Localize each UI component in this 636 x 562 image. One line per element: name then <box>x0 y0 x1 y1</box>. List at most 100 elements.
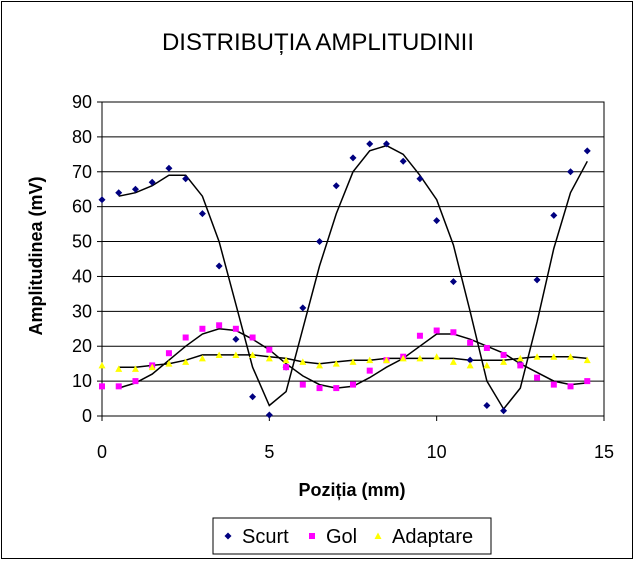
legend-label-scurt: Scurt <box>242 526 289 548</box>
point-scurt <box>131 185 139 193</box>
point-adaptare <box>567 353 575 360</box>
y-tick-label: 30 <box>72 301 92 321</box>
point-gol <box>350 381 356 388</box>
point-scurt <box>366 140 374 148</box>
point-gol <box>450 329 457 336</box>
y-tick-label: 70 <box>72 162 92 182</box>
point-scurt <box>583 147 591 155</box>
point-scurt <box>249 393 257 401</box>
y-tick-label: 0 <box>82 406 92 426</box>
grid-lines <box>102 101 604 382</box>
point-scurt <box>533 276 541 284</box>
point-adaptare <box>366 356 374 364</box>
point-gol <box>266 346 273 353</box>
y-tick-label: 90 <box>72 92 92 112</box>
point-gol <box>216 322 223 329</box>
chart-title: DISTRIBUȚIA AMPLITUDINII <box>162 29 474 56</box>
plot-area <box>101 101 605 417</box>
point-scurt <box>416 175 424 183</box>
point-gol <box>517 362 524 369</box>
point-gol <box>299 381 306 388</box>
point-adaptare <box>516 354 524 362</box>
legend-marker-gol <box>309 533 315 539</box>
point-gol <box>132 378 139 385</box>
legend-marker-scurt <box>224 532 232 540</box>
point-scurt <box>466 356 474 364</box>
x-tick-label: 5 <box>264 442 274 462</box>
y-tick-label: 60 <box>72 197 92 217</box>
point-adaptare <box>165 360 173 367</box>
point-adaptare <box>265 354 273 362</box>
point-adaptare <box>249 351 257 358</box>
point-adaptare <box>115 365 123 372</box>
point-adaptare <box>382 356 390 364</box>
point-gol <box>283 364 290 371</box>
legend-marker-adaptare <box>374 532 382 539</box>
point-gol <box>567 383 574 390</box>
point-scurt <box>265 411 273 419</box>
point-gol <box>199 325 206 332</box>
x-axis-label: Poziția (mm) <box>298 480 405 500</box>
point-gol <box>534 374 541 381</box>
y-tick-label: 80 <box>72 127 92 147</box>
point-adaptare <box>583 356 591 364</box>
point-adaptare <box>466 361 474 369</box>
point-gol <box>316 385 323 392</box>
point-scurt <box>449 278 457 286</box>
y-tick-label: 40 <box>72 266 92 286</box>
trend-lines <box>118 144 588 411</box>
point-adaptare <box>349 358 357 365</box>
point-scurt <box>98 196 106 204</box>
y-axis-ticks: 0 10 20 30 40 50 60 70 80 90 <box>72 92 102 426</box>
point-gol <box>115 383 122 390</box>
legend: Scurt Gol Adaptare <box>212 517 492 555</box>
point-adaptare <box>483 361 491 369</box>
point-gol <box>99 383 105 390</box>
point-scurt <box>165 164 173 172</box>
point-adaptare <box>148 363 156 371</box>
point-scurt <box>382 140 390 148</box>
point-gol <box>500 351 507 358</box>
y-tick-label: 20 <box>72 336 92 356</box>
legend-label-adaptare: Adaptare <box>392 526 473 548</box>
point-gol <box>366 367 373 374</box>
point-scurt <box>349 154 357 162</box>
point-adaptare <box>416 354 424 362</box>
legend-label-gol: Gol <box>326 526 357 548</box>
trendline-scurt <box>118 144 588 411</box>
x-tick-label: 15 <box>594 442 614 462</box>
point-scurt <box>316 238 324 246</box>
point-gol <box>182 334 189 341</box>
point-adaptare <box>399 354 407 362</box>
point-adaptare <box>500 358 508 365</box>
point-scurt <box>198 210 206 218</box>
point-scurt <box>433 217 441 225</box>
point-scurt <box>332 182 340 190</box>
point-scurt <box>483 402 491 410</box>
point-adaptare <box>232 351 240 358</box>
point-gol <box>165 350 172 357</box>
point-adaptare <box>433 353 441 360</box>
point-scurt <box>567 168 575 176</box>
point-adaptare <box>282 356 290 364</box>
point-adaptare <box>98 361 106 369</box>
point-scurt <box>115 189 123 197</box>
point-gol <box>433 327 440 334</box>
y-tick-label: 10 <box>72 371 92 391</box>
point-scurt <box>299 304 307 312</box>
x-tick-label: 10 <box>427 442 447 462</box>
point-gol <box>333 385 340 392</box>
point-adaptare <box>533 353 541 360</box>
point-scurt <box>232 335 240 343</box>
point-scurt <box>550 211 558 219</box>
point-adaptare <box>316 361 324 369</box>
point-adaptare <box>215 351 223 358</box>
point-adaptare <box>131 365 139 372</box>
y-tick-label: 50 <box>72 232 92 252</box>
point-gol <box>232 325 239 332</box>
point-scurt <box>148 178 156 186</box>
legend-box <box>212 517 492 555</box>
point-scurt <box>215 262 223 270</box>
